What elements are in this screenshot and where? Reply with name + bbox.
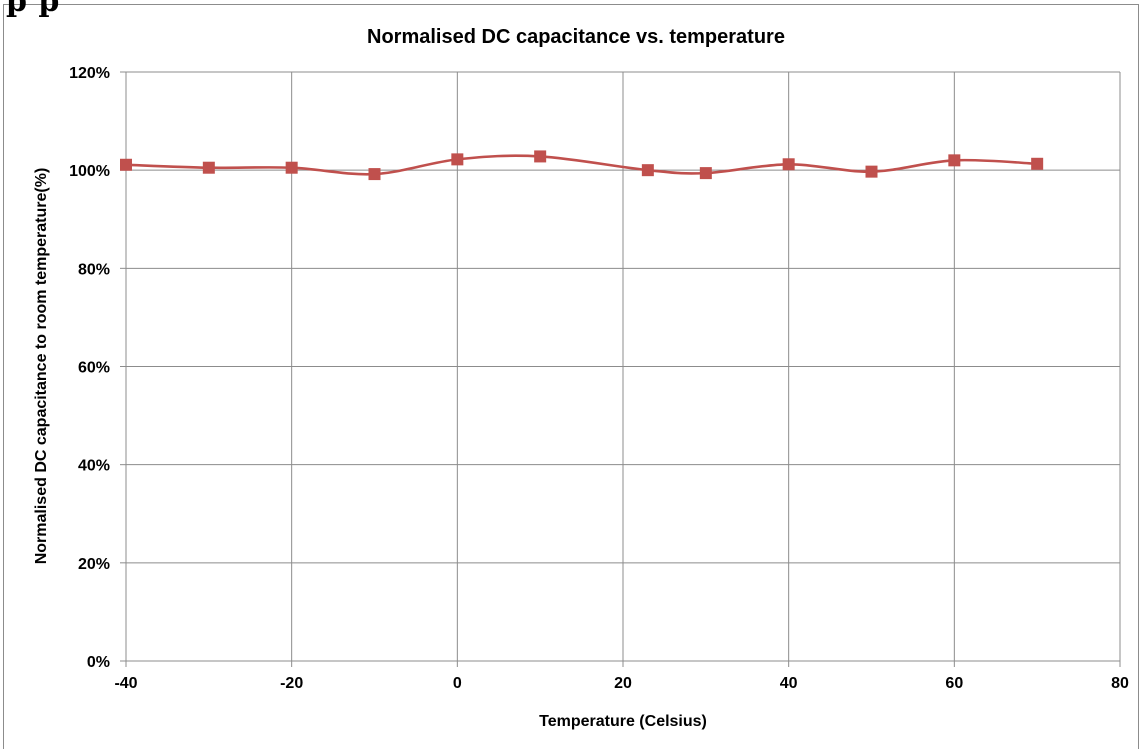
data-point <box>641 164 654 177</box>
y-tick-label: 80% <box>78 261 110 278</box>
x-tick-label: 0 <box>453 675 462 692</box>
x-tick-label: -20 <box>280 675 303 692</box>
series-line <box>125 154 1038 176</box>
series-layer <box>120 150 1044 181</box>
chart-title: Normalised DC capacitance vs. temperatur… <box>367 26 785 48</box>
y-tick-label: 100% <box>69 163 110 180</box>
data-point <box>120 158 132 171</box>
data-point <box>368 168 381 181</box>
grid-layer <box>126 71 1121 661</box>
data-point <box>865 165 878 178</box>
data-point <box>1031 157 1044 170</box>
axes-layer: 0% 20% 40% 60% 80% 100% 120% -40 -20 0 20 40 60 80 <box>69 65 1129 692</box>
x-tick-label: 40 <box>780 675 798 692</box>
labels-layer: Normalised DC capacitance vs. temperatur… <box>33 26 785 730</box>
x-tick-label: 20 <box>614 675 632 692</box>
data-point <box>699 167 712 180</box>
y-axis-label: Normalised DC capacitance to room temper… <box>33 168 50 565</box>
x-axis-label: Temperature (Celsius) <box>539 713 707 730</box>
y-tick-label: 0% <box>87 654 110 671</box>
y-tick-label: 40% <box>78 458 110 475</box>
x-tick-label: 80 <box>1111 675 1129 692</box>
cropped-heading-text: p p <box>6 0 60 19</box>
y-tick-label: 120% <box>69 65 110 82</box>
y-tick-label: 60% <box>78 360 110 377</box>
data-point <box>285 161 298 174</box>
data-point <box>451 153 464 166</box>
chart-frame <box>3 4 1139 749</box>
y-tick-label: 20% <box>78 556 110 573</box>
data-point <box>948 154 961 167</box>
data-point <box>782 158 795 171</box>
x-tick-label: -40 <box>114 675 137 692</box>
x-tick-label: 60 <box>945 675 963 692</box>
data-point <box>202 161 215 174</box>
data-point <box>534 150 547 163</box>
